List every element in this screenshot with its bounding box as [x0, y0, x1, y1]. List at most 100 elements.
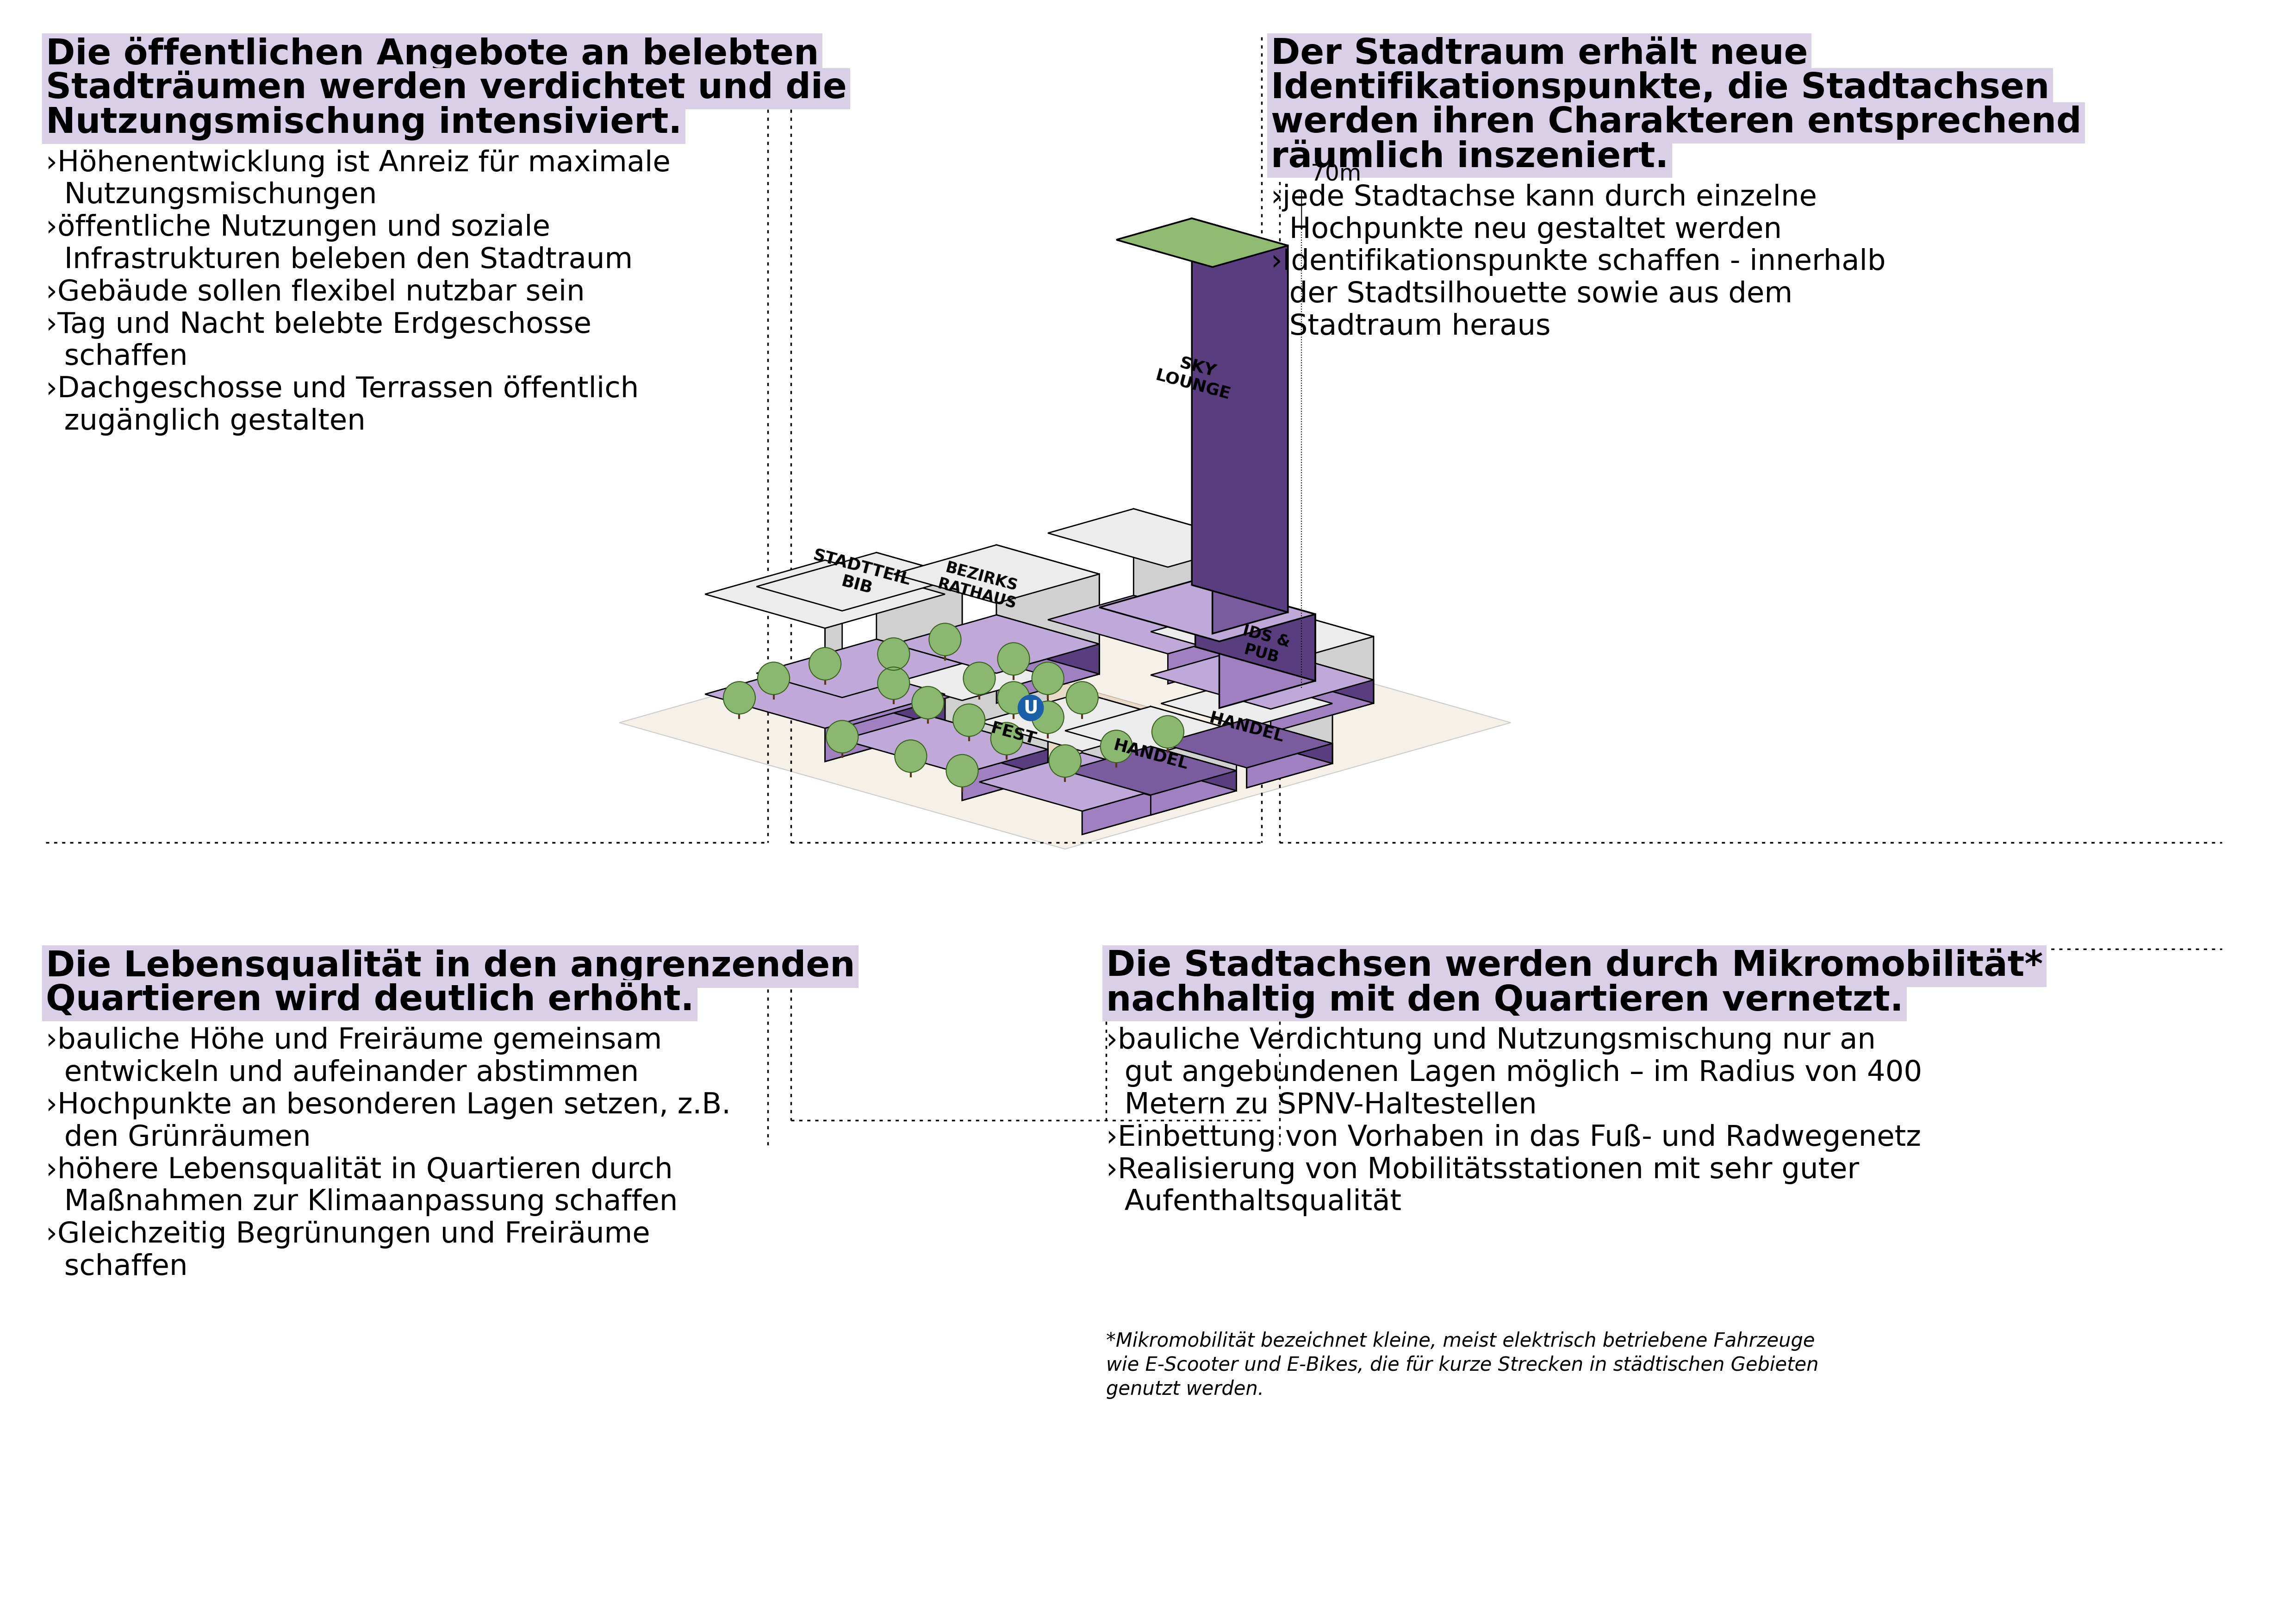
- Polygon shape: [962, 676, 1047, 801]
- Text: HANDEL: HANDEL: [1111, 737, 1189, 773]
- Text: ›bauliche Höhe und Freiräume gemeinsam: ›bauliche Höhe und Freiräume gemeinsam: [46, 1026, 661, 1056]
- Polygon shape: [893, 546, 1100, 603]
- Text: HANDEL: HANDEL: [1208, 710, 1286, 745]
- Circle shape: [827, 721, 859, 754]
- Polygon shape: [1254, 603, 1373, 703]
- Polygon shape: [996, 615, 1100, 674]
- Polygon shape: [1247, 719, 1332, 763]
- Polygon shape: [1150, 731, 1238, 815]
- Polygon shape: [755, 640, 962, 698]
- Polygon shape: [1134, 596, 1254, 659]
- Text: Maßnahmen zur Klimaanpassung schaffen: Maßnahmen zur Klimaanpassung schaffen: [46, 1189, 677, 1216]
- Polygon shape: [843, 664, 962, 728]
- Polygon shape: [824, 560, 946, 728]
- Circle shape: [1065, 682, 1097, 715]
- Polygon shape: [1219, 614, 1316, 708]
- Polygon shape: [893, 615, 1100, 674]
- Polygon shape: [928, 716, 1047, 776]
- Text: ›Identifikationspunkte schaffen - innerhalb: ›Identifikationspunkte schaffen - innerh…: [1270, 248, 1885, 276]
- Circle shape: [1100, 731, 1132, 763]
- Polygon shape: [705, 659, 946, 728]
- Polygon shape: [1065, 747, 1238, 796]
- Text: Stadträumen werden verdichtet und die: Stadträumen werden verdichtet und die: [46, 71, 847, 106]
- Polygon shape: [1134, 508, 1254, 659]
- Text: Die Stadtachsen werden durch Mikromobilität*: Die Stadtachsen werden durch Mikromobili…: [1107, 948, 2043, 983]
- Polygon shape: [1150, 603, 1373, 666]
- Polygon shape: [1196, 580, 1316, 680]
- Polygon shape: [1150, 706, 1238, 791]
- Circle shape: [877, 667, 909, 700]
- Text: Der Stadtraum erhält neue: Der Stadtraum erhält neue: [1270, 37, 1807, 71]
- Text: ›bauliche Verdichtung und Nutzungsmischung nur an: ›bauliche Verdichtung und Nutzungsmischu…: [1107, 1026, 1876, 1056]
- Text: gut angebundenen Lagen möglich – im Radius von 400: gut angebundenen Lagen möglich – im Radi…: [1107, 1059, 1922, 1086]
- Circle shape: [808, 648, 840, 680]
- Text: Die öffentlichen Angebote an belebten: Die öffentlichen Angebote an belebten: [46, 37, 820, 71]
- Polygon shape: [1116, 218, 1288, 266]
- Text: ›öffentliche Nutzungen und soziale: ›öffentliche Nutzungen und soziale: [46, 214, 551, 242]
- Polygon shape: [1212, 245, 1288, 633]
- Circle shape: [877, 638, 909, 671]
- Circle shape: [1031, 702, 1063, 734]
- Circle shape: [1031, 663, 1063, 695]
- Text: Metern zu SPNV-Haltestellen: Metern zu SPNV-Haltestellen: [1107, 1091, 1536, 1119]
- Polygon shape: [1150, 747, 1238, 791]
- Text: ›jede Stadtachse kann durch einzelne: ›jede Stadtachse kann durch einzelne: [1270, 184, 1816, 211]
- Polygon shape: [1100, 580, 1316, 641]
- Circle shape: [1017, 695, 1042, 721]
- Polygon shape: [1270, 680, 1373, 732]
- Circle shape: [758, 663, 790, 695]
- Text: *Mikromobilität bezeichnet kleine, meist elektrisch betriebene Fahrzeuge
wie E-S: *Mikromobilität bezeichnet kleine, meist…: [1107, 1332, 1818, 1398]
- Text: ›Hochpunkte an besonderen Lagen setzen, z.B.: ›Hochpunkte an besonderen Lagen setzen, …: [46, 1091, 730, 1119]
- Text: Quartieren wird deutlich erhöht.: Quartieren wird deutlich erhöht.: [46, 984, 693, 1018]
- Polygon shape: [1162, 719, 1332, 768]
- Polygon shape: [962, 749, 1047, 801]
- Polygon shape: [1116, 218, 1288, 266]
- Text: ›Höhenentwicklung ist Anreiz für maximale: ›Höhenentwicklung ist Anreiz für maximal…: [46, 149, 670, 177]
- Circle shape: [996, 682, 1029, 715]
- Circle shape: [992, 723, 1022, 755]
- Text: werden ihren Charakteren entsprechend: werden ihren Charakteren entsprechend: [1270, 106, 2082, 140]
- Text: Aufenthaltsqualität: Aufenthaltsqualität: [1107, 1189, 1401, 1216]
- Text: ›Gleichzeitig Begrünungen und Freiräume: ›Gleichzeitig Begrünungen und Freiräume: [46, 1221, 650, 1249]
- Polygon shape: [996, 546, 1100, 674]
- Circle shape: [912, 687, 944, 719]
- Text: U: U: [1024, 700, 1038, 716]
- Polygon shape: [620, 596, 1511, 849]
- Polygon shape: [1247, 679, 1332, 763]
- Polygon shape: [1270, 637, 1373, 732]
- Text: nachhaltig mit den Quartieren vernetzt.: nachhaltig mit den Quartieren vernetzt.: [1107, 984, 1903, 1018]
- Text: Identifikationspunkte, die Stadtachsen: Identifikationspunkte, die Stadtachsen: [1270, 71, 2050, 106]
- Polygon shape: [843, 641, 1047, 700]
- Polygon shape: [1169, 542, 1254, 684]
- Text: Die Lebensqualität in den angrenzenden: Die Lebensqualität in den angrenzenden: [46, 948, 854, 984]
- Polygon shape: [996, 645, 1100, 703]
- Text: 70m: 70m: [1311, 162, 1362, 185]
- Circle shape: [946, 755, 978, 788]
- Circle shape: [996, 643, 1029, 676]
- Text: ›Einbettung von Vorhaben in das Fuß- und Radwegenetz: ›Einbettung von Vorhaben in das Fuß- und…: [1107, 1124, 1922, 1151]
- Text: schaffen: schaffen: [46, 343, 188, 370]
- Polygon shape: [980, 693, 1185, 752]
- Text: schaffen: schaffen: [46, 1254, 188, 1281]
- Polygon shape: [1065, 706, 1238, 755]
- Text: Hochpunkte neu gestaltet werden: Hochpunkte neu gestaltet werden: [1270, 216, 1782, 244]
- Text: ›Realisierung von Mobilitätsstationen mit sehr guter: ›Realisierung von Mobilitätsstationen mi…: [1107, 1156, 1860, 1184]
- Circle shape: [964, 663, 994, 695]
- Polygon shape: [1047, 508, 1254, 567]
- Circle shape: [895, 741, 928, 773]
- Polygon shape: [1150, 771, 1238, 815]
- Text: zugänglich gestalten: zugänglich gestalten: [46, 408, 365, 435]
- Circle shape: [1049, 745, 1081, 778]
- Text: IDS &
PUB: IDS & PUB: [1235, 624, 1293, 667]
- Text: FEST: FEST: [990, 721, 1038, 747]
- Text: Infrastrukturen beleben den Stadtraum: Infrastrukturen beleben den Stadtraum: [46, 247, 634, 274]
- Circle shape: [723, 682, 755, 715]
- Polygon shape: [1081, 723, 1185, 835]
- Text: entwickeln und aufeinander abstimmen: entwickeln und aufeinander abstimmen: [46, 1059, 638, 1086]
- Polygon shape: [843, 577, 962, 728]
- Polygon shape: [980, 754, 1185, 810]
- Polygon shape: [877, 640, 962, 693]
- Polygon shape: [1081, 754, 1185, 806]
- Polygon shape: [996, 573, 1100, 703]
- Text: Nutzungsmischung intensiviert.: Nutzungsmischung intensiviert.: [46, 106, 682, 140]
